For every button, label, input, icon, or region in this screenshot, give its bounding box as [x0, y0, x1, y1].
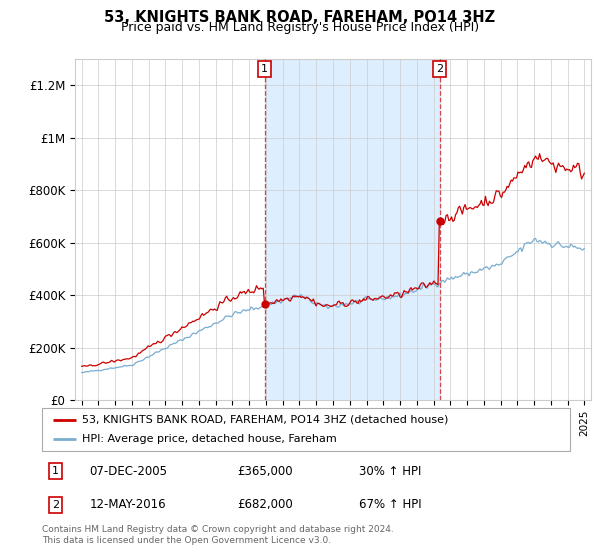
Text: 53, KNIGHTS BANK ROAD, FAREHAM, PO14 3HZ: 53, KNIGHTS BANK ROAD, FAREHAM, PO14 3HZ: [104, 10, 496, 25]
Text: £365,000: £365,000: [238, 465, 293, 478]
Text: 1: 1: [52, 466, 59, 476]
Text: 30% ↑ HPI: 30% ↑ HPI: [359, 465, 421, 478]
Text: 53, KNIGHTS BANK ROAD, FAREHAM, PO14 3HZ (detached house): 53, KNIGHTS BANK ROAD, FAREHAM, PO14 3HZ…: [82, 415, 448, 424]
Bar: [265, 59, 440, 400]
Text: 12-MAY-2016: 12-MAY-2016: [89, 498, 166, 511]
Text: Price paid vs. HM Land Registry's House Price Index (HPI): Price paid vs. HM Land Registry's House …: [121, 21, 479, 34]
Text: HPI: Average price, detached house, Fareham: HPI: Average price, detached house, Fare…: [82, 435, 337, 444]
Text: Contains HM Land Registry data © Crown copyright and database right 2024.
This d: Contains HM Land Registry data © Crown c…: [42, 525, 394, 545]
Text: 67% ↑ HPI: 67% ↑ HPI: [359, 498, 421, 511]
Text: £682,000: £682,000: [238, 498, 293, 511]
Text: 1: 1: [261, 64, 268, 74]
Text: 07-DEC-2005: 07-DEC-2005: [89, 465, 167, 478]
FancyBboxPatch shape: [42, 408, 570, 451]
Text: 2: 2: [436, 64, 443, 74]
Text: 2: 2: [52, 500, 59, 510]
